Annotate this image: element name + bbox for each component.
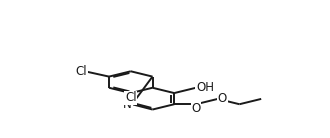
- Text: OH: OH: [196, 81, 214, 94]
- Text: Cl: Cl: [125, 91, 137, 104]
- Text: O: O: [191, 102, 201, 115]
- Text: O: O: [218, 92, 227, 105]
- Text: N: N: [123, 98, 132, 111]
- Text: Cl: Cl: [76, 65, 87, 78]
